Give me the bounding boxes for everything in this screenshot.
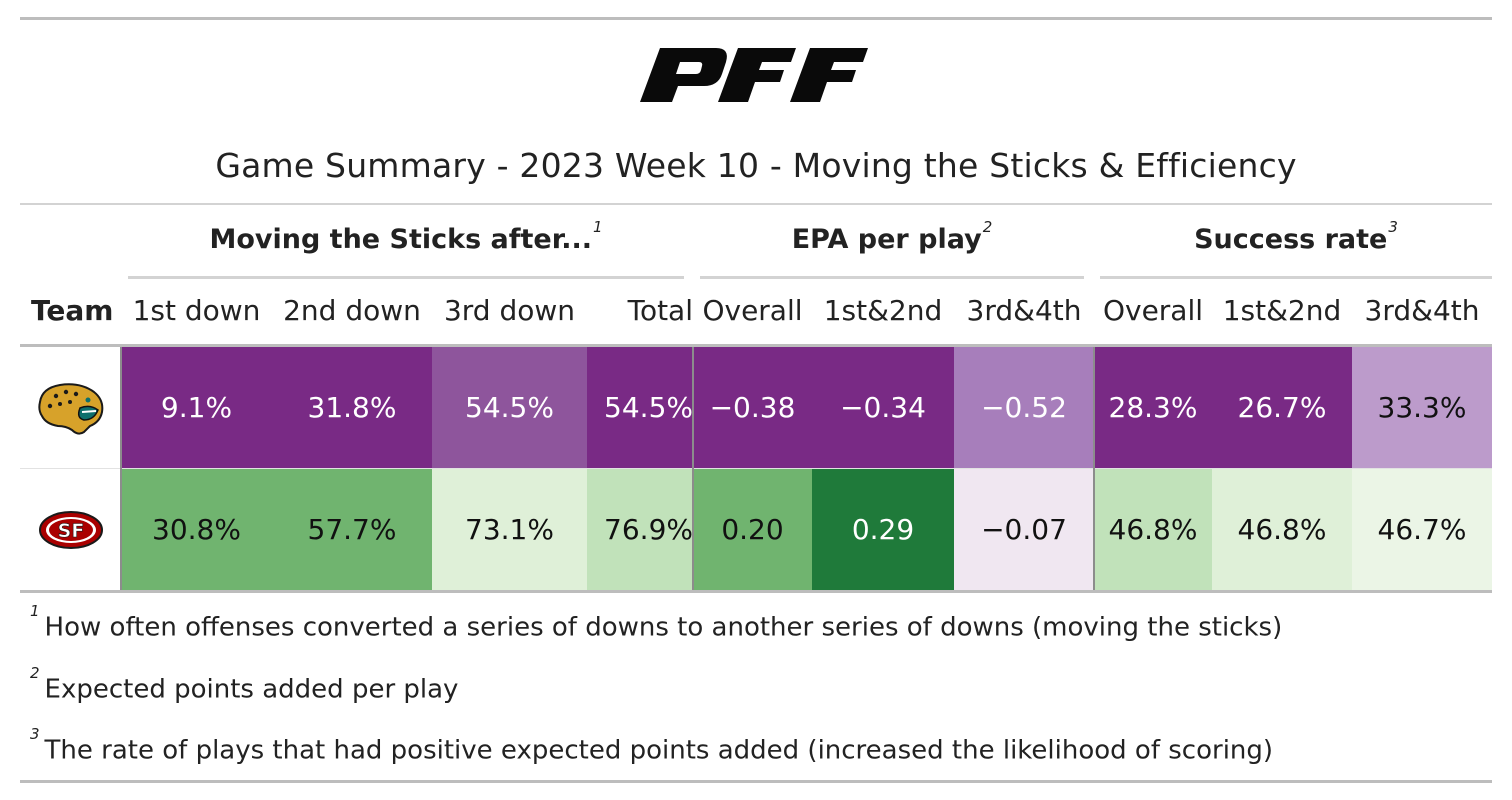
table-cell-2nd-down: 31.8% <box>272 347 432 468</box>
table-cell-success-1st-2nd: 26.7% <box>1212 347 1352 468</box>
table-cell-success-overall: 28.3% <box>1094 347 1212 468</box>
bottom-rule <box>20 780 1492 783</box>
column-group-separator <box>120 347 122 590</box>
spanner-epa: EPA per play2 <box>791 218 993 255</box>
table-cell-success-3rd-4th: 33.3% <box>1352 347 1492 468</box>
column-header-epa-overall: Overall <box>702 294 803 327</box>
table-cell-3rd-down: 73.1% <box>432 469 587 590</box>
team-cell-jaguars <box>20 347 121 468</box>
table-cell-total: 54.5% <box>587 347 693 468</box>
title-rule <box>20 203 1492 205</box>
column-header-2nd-down: 2nd down <box>283 294 421 327</box>
footnote-3: 3The rate of plays that had positive exp… <box>30 725 1274 766</box>
table-cell-1st-down: 9.1% <box>121 347 272 468</box>
spanner-success-rate: Success rate3 <box>1194 218 1398 255</box>
column-group-separator <box>692 347 694 590</box>
table-cell-epa-overall: −0.38 <box>693 347 812 468</box>
column-header-team: Team <box>31 294 114 327</box>
row-separator <box>20 468 1492 469</box>
column-header-success-overall: Overall <box>1102 294 1204 327</box>
table-cell-success-overall: 46.8% <box>1094 469 1212 590</box>
footnote-2: 2Expected points added per play <box>30 664 459 705</box>
top-rule <box>20 17 1492 20</box>
svg-text:SF: SF <box>57 520 84 542</box>
team-cell-49ers: SF <box>20 469 121 590</box>
spanner-rule-epa <box>700 276 1084 279</box>
jaguars-logo <box>37 382 103 435</box>
spanner-rule-success <box>1100 276 1492 279</box>
table-title: Game Summary - 2023 Week 10 - Moving the… <box>215 146 1297 185</box>
column-header-epa-1st-2nd: 1st&2nd <box>823 294 943 327</box>
table-cell-epa-1st-2nd: −0.34 <box>812 347 954 468</box>
table-cell-epa-3rd-4th: −0.52 <box>954 347 1094 468</box>
table-cell-3rd-down: 54.5% <box>432 347 587 468</box>
header-rule <box>20 344 1492 347</box>
table-cell-epa-3rd-4th: −0.07 <box>954 469 1094 590</box>
bottom-table-rule <box>20 590 1492 593</box>
table-cell-success-3rd-4th: 46.7% <box>1352 469 1492 590</box>
spanner-moving-sticks: Moving the Sticks after...1 <box>209 218 603 255</box>
table-cell-epa-1st-2nd: 0.29 <box>812 469 954 590</box>
table-cell-total: 76.9% <box>587 469 693 590</box>
table-cell-success-1st-2nd: 46.8% <box>1212 469 1352 590</box>
table-cell-2nd-down: 57.7% <box>272 469 432 590</box>
column-group-separator <box>1093 347 1095 590</box>
column-header-total: Total <box>627 294 693 327</box>
column-header-success-3rd-4th: 3rd&4th <box>1364 294 1480 327</box>
table-cell-epa-overall: 0.20 <box>693 469 812 590</box>
spanner-rule-sticks <box>128 276 684 279</box>
column-header-epa-3rd-4th: 3rd&4th <box>966 294 1082 327</box>
column-header-3rd-down: 3rd down <box>443 294 576 327</box>
footnote-1: 1How often offenses converted a series o… <box>30 602 1283 643</box>
pff-logo <box>640 48 868 102</box>
column-header-1st-down: 1st down <box>132 294 261 327</box>
table-cell-1st-down: 30.8% <box>121 469 272 590</box>
column-header-success-1st-2nd: 1st&2nd <box>1222 294 1342 327</box>
49ers-logo: SF <box>38 510 103 549</box>
